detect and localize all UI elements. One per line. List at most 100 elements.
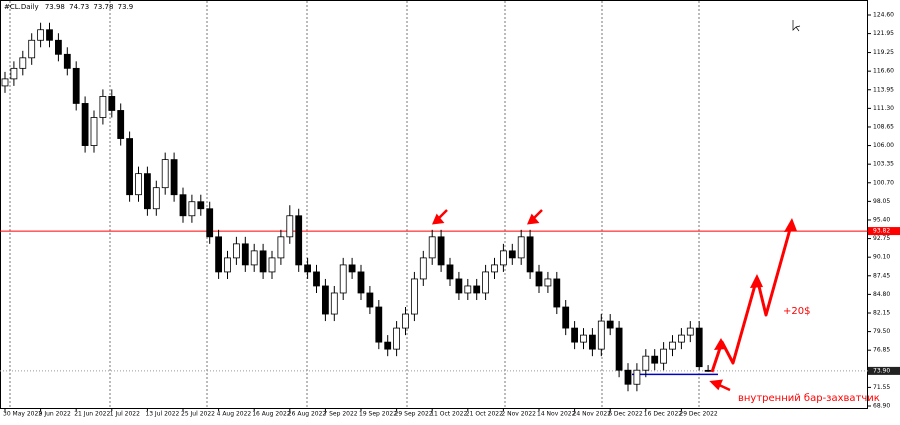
candle-body — [473, 285, 481, 294]
candle-body — [313, 271, 320, 287]
pattern-note: внутренний бар-захватчик — [738, 393, 880, 404]
x-tick-label: 24 Nov 2022 — [573, 411, 612, 418]
candle-body — [642, 355, 650, 371]
y-tick-label: 119.25 — [873, 49, 894, 56]
y-tick-label: 79.50 — [873, 328, 890, 335]
candle-body — [330, 292, 338, 315]
candle-body — [304, 264, 312, 273]
x-tick-label: 1 Jul 2022 — [110, 411, 140, 418]
x-tick-label: 21 Jun 2022 — [74, 411, 110, 418]
x-tick-label: 9 Jun 2022 — [39, 411, 71, 418]
candle-body — [277, 236, 285, 259]
candle-body — [224, 257, 231, 273]
y-tick-label: 124.60 — [873, 12, 894, 19]
candle-body — [321, 285, 329, 315]
y-tick-label: 113.95 — [873, 86, 894, 93]
y-tick-label: 98.05 — [873, 198, 890, 205]
x-tick-label: 2 Nov 2022 — [501, 411, 536, 418]
x-tick-label: 21 Oct 2022 — [466, 411, 503, 418]
candle-body — [517, 236, 525, 259]
x-tick-label: 6 Dec 2022 — [608, 411, 643, 418]
candle-body — [553, 278, 561, 308]
candle-body — [455, 278, 463, 294]
level-label-bg — [868, 227, 900, 236]
candle-body — [37, 29, 44, 41]
y-tick-label: 84.80 — [873, 291, 890, 298]
candle-body — [90, 117, 98, 146]
candle-body — [428, 236, 436, 259]
candle-body — [250, 250, 258, 266]
arrowhead — [526, 213, 540, 225]
candle-body — [55, 39, 62, 55]
candle-body — [99, 96, 107, 118]
candle-body — [117, 110, 125, 139]
candle-body — [46, 29, 53, 41]
candle-body — [704, 369, 712, 372]
arrowheads — [714, 218, 797, 350]
candle-body — [419, 257, 427, 280]
candle-body — [651, 355, 659, 364]
y-tick-label: 116.60 — [873, 68, 894, 75]
x-tick-label: 16 Dec 2022 — [644, 411, 683, 418]
candle-body — [295, 215, 303, 266]
x-tick-label: 29 Dec 2022 — [679, 411, 718, 418]
candle-body — [215, 236, 223, 273]
candle-body — [695, 327, 703, 368]
candle-body — [357, 271, 365, 294]
candle-body — [686, 327, 694, 336]
x-tick-label: 19 Sep 2022 — [359, 411, 397, 418]
cursor — [792, 20, 801, 32]
y-tick-label: 108.65 — [873, 123, 894, 130]
arrowhead — [714, 338, 727, 350]
candle-body — [544, 278, 552, 287]
arrowhead — [784, 218, 797, 232]
candle-body — [170, 159, 178, 196]
x-tick-label: 14 Nov 2022 — [537, 411, 576, 418]
candle-body — [678, 334, 685, 343]
candle-body — [143, 173, 151, 210]
candle-body — [268, 257, 276, 273]
candle-body — [589, 334, 596, 350]
candle-body — [437, 236, 445, 266]
candle-body — [10, 67, 18, 80]
price-label-bg — [868, 366, 900, 375]
last-close: 73.9 — [118, 3, 134, 11]
y-tick-label: 90.10 — [873, 254, 890, 261]
x-tick-label: 7 Sep 2022 — [323, 411, 357, 418]
candle-body — [366, 292, 374, 308]
candle-body — [482, 271, 490, 294]
candle-body — [126, 138, 133, 196]
x-tick-label: 16 Aug 2022 — [252, 411, 291, 418]
candle-body — [63, 53, 71, 69]
x-tick-label: 29 Sep 2022 — [395, 411, 433, 418]
y-tick-label: 68.90 — [873, 403, 890, 410]
candle-body — [633, 369, 641, 385]
y-tick-label: 87.45 — [873, 272, 890, 279]
candle-body — [375, 306, 383, 343]
candle-body — [161, 159, 169, 189]
candle-body — [597, 320, 605, 350]
candle-body — [526, 236, 534, 273]
candle-body — [72, 67, 80, 104]
candle-body — [179, 194, 187, 217]
symbol: #CL.Daily — [4, 3, 39, 11]
candle-body — [232, 243, 240, 259]
x-tick-label: 26 Aug 2022 — [288, 411, 327, 418]
candle-body — [339, 264, 347, 294]
candle-body — [206, 208, 214, 238]
last-low: 73.78 — [93, 3, 113, 11]
candle-body — [241, 243, 249, 266]
candle-body — [491, 264, 498, 273]
candle-body — [410, 278, 418, 315]
arrowhead — [431, 213, 445, 225]
candle-body — [508, 250, 516, 259]
candle-body — [197, 201, 205, 210]
arrowhead — [750, 274, 763, 288]
last-open: 73.98 — [45, 3, 65, 11]
candle-body — [152, 187, 160, 210]
candle-body — [28, 39, 36, 59]
candle-body — [669, 341, 676, 350]
level-label: 93.82 — [873, 228, 890, 235]
candle-body — [562, 306, 570, 329]
